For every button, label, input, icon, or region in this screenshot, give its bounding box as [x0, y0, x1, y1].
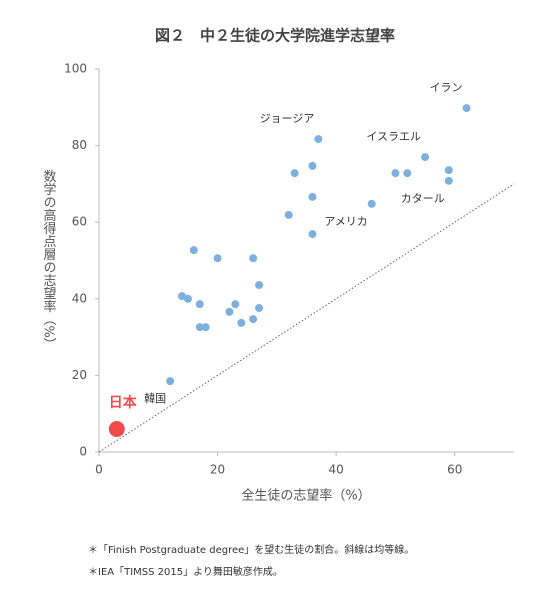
- point: [225, 307, 234, 316]
- point-label: イラン: [430, 81, 463, 94]
- point: [308, 192, 317, 201]
- point: [462, 104, 471, 113]
- point: [166, 377, 175, 386]
- point: [231, 300, 240, 309]
- x-tick-label: 20: [210, 463, 225, 477]
- x-tick-label: 40: [329, 463, 344, 477]
- point: [189, 246, 198, 255]
- equality-line: [98, 183, 515, 453]
- point: [391, 169, 400, 178]
- point-label: アメリカ: [324, 215, 367, 228]
- y-tick-label: 60: [72, 215, 87, 229]
- point-label: カタール: [401, 192, 445, 205]
- point: [308, 161, 317, 170]
- point: [367, 199, 376, 208]
- point: [255, 281, 264, 290]
- point: [444, 166, 453, 175]
- highlight-point: [108, 421, 125, 438]
- point-label: ジョージア: [260, 112, 315, 125]
- chart-title: 図２ 中２生徒の大学院進学志望率: [155, 27, 395, 45]
- y-tick-label: 0: [79, 445, 87, 459]
- x-axis-label: 全生徒の志望率（%）: [241, 488, 370, 504]
- point: [183, 294, 192, 303]
- x-tick-label: 60: [447, 463, 462, 477]
- highlight-label: 日本: [109, 394, 138, 411]
- point-label: イスラエル: [366, 130, 421, 143]
- y-tick-label: 20: [72, 368, 87, 382]
- point-label: 韓国: [144, 392, 166, 405]
- point: [290, 169, 299, 178]
- point: [403, 169, 412, 178]
- y-axis-label: 数学の高得点層の志望率（%）: [41, 169, 57, 350]
- y-tick-label: 80: [72, 138, 87, 152]
- point: [195, 323, 204, 332]
- x-tick-label: 0: [95, 463, 103, 477]
- point: [249, 315, 258, 324]
- y-tick-label: 40: [72, 291, 87, 305]
- point: [314, 135, 323, 144]
- point: [308, 230, 317, 239]
- point: [201, 323, 210, 332]
- point: [421, 153, 430, 162]
- point: [444, 176, 453, 185]
- y-tick-label: 100: [64, 62, 87, 76]
- point: [237, 318, 246, 327]
- point: [213, 254, 222, 263]
- point: [195, 300, 204, 309]
- point: [284, 210, 293, 219]
- footnote: ＊「Finish Postgraduate degree」を望む生徒の割合。斜線…: [88, 543, 414, 556]
- point: [249, 254, 258, 263]
- point: [255, 303, 264, 312]
- footnote: ＊IEA「TIMSS 2015」より舞田敏彦作成。: [88, 565, 283, 578]
